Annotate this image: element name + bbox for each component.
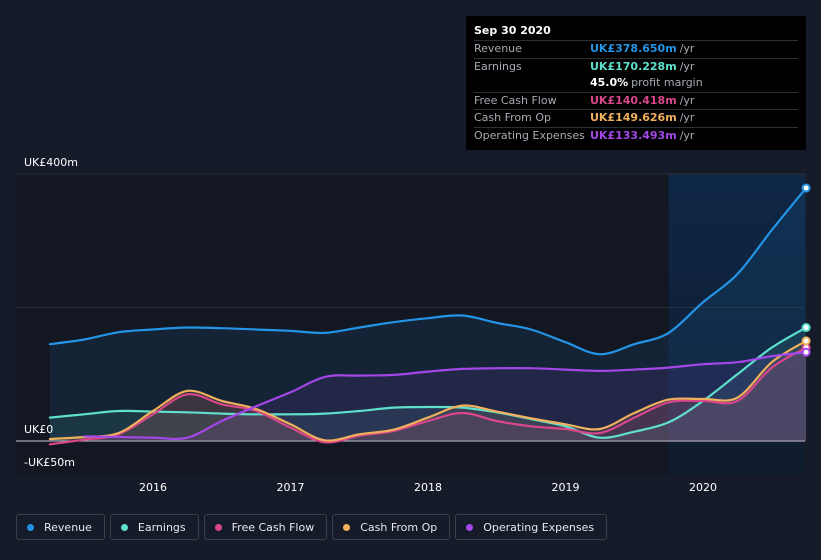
legend-label: Free Cash Flow bbox=[231, 520, 315, 534]
series-endpoint-operating-expenses bbox=[801, 347, 811, 357]
legend-dot-icon bbox=[343, 523, 351, 531]
tooltip-date: Sep 30 2020 bbox=[474, 22, 798, 41]
tooltip-row-earnings: Earnings UK£170.228m /yr bbox=[474, 59, 798, 76]
tooltip-unit: /yr bbox=[679, 93, 695, 107]
legend-item-cash-from-op[interactable]: Cash From Op bbox=[332, 514, 451, 540]
series-area-cash-from-op bbox=[49, 340, 807, 441]
legend-item-free-cash-flow[interactable]: Free Cash Flow bbox=[203, 514, 328, 540]
tooltip-unit: /yr bbox=[679, 59, 695, 73]
series-line-free-cash-flow bbox=[48, 346, 808, 446]
legend-item-operating-expenses[interactable]: Operating Expenses bbox=[455, 514, 608, 540]
tooltip-label: Free Cash Flow bbox=[474, 93, 557, 107]
legend-label: Cash From Op bbox=[360, 520, 438, 534]
legend-dot-icon bbox=[120, 523, 128, 531]
tooltip-value: UK£149.626m bbox=[590, 111, 677, 124]
tooltip-label: Operating Expenses bbox=[474, 128, 585, 142]
x-tick-label: 2016 bbox=[139, 481, 167, 494]
highlight-region bbox=[668, 174, 805, 475]
tooltip-label bbox=[474, 75, 590, 92]
tooltip-row-cash-from-op: Cash From Op UK£149.626m /yr bbox=[474, 110, 798, 128]
y-axis-bottom-label: -UK£50m bbox=[24, 456, 75, 469]
series-area-operating-expenses bbox=[84, 352, 807, 441]
series-line-operating-expenses bbox=[83, 351, 808, 441]
legend-dot-icon bbox=[466, 523, 474, 531]
legend-item-earnings[interactable]: Earnings bbox=[109, 514, 199, 540]
tooltip-value: UK£133.493m bbox=[590, 128, 677, 142]
x-tick-label: 2018 bbox=[414, 481, 442, 494]
tooltip-value: 45.0% bbox=[590, 76, 629, 89]
tooltip-label: Cash From Op bbox=[474, 111, 552, 124]
legend-label: Revenue bbox=[44, 520, 92, 534]
tooltip-unit: /yr bbox=[679, 111, 695, 124]
series-endpoint-earnings bbox=[801, 323, 811, 333]
series-endpoint-revenue bbox=[801, 183, 811, 193]
series-line-earnings bbox=[48, 326, 808, 439]
tooltip-row-free-cash-flow: Free Cash Flow UK£140.418m /yr bbox=[474, 93, 798, 110]
tooltip-row-operating-expenses: Operating Expenses UK£133.493m /yr bbox=[474, 128, 798, 145]
tooltip-value: UK£140.418m bbox=[590, 93, 677, 107]
legend-dot-icon bbox=[27, 523, 34, 531]
series-area-free-cash-flow bbox=[49, 347, 807, 445]
legend: Revenue Earnings Free Cash Flow Cash Fro… bbox=[16, 514, 612, 542]
tooltip: Sep 30 2020 Revenue UK£378.650m /yr Earn… bbox=[466, 16, 806, 150]
tooltip-value: UK£378.650m bbox=[590, 42, 677, 55]
tooltip-unit: /yr bbox=[679, 128, 695, 142]
x-tick-label: 2020 bbox=[689, 481, 717, 494]
legend-label: Operating Expenses bbox=[483, 520, 595, 534]
x-tick-label: 2019 bbox=[552, 481, 580, 494]
x-tick-label: 2017 bbox=[277, 481, 305, 494]
tooltip-row-revenue: Revenue UK£378.650m /yr bbox=[474, 41, 798, 59]
series-line-revenue bbox=[48, 186, 808, 356]
legend-label: Earnings bbox=[137, 520, 186, 534]
legend-dot-icon bbox=[214, 523, 222, 531]
series-line-cash-from-op bbox=[48, 339, 808, 442]
tooltip-unit: /yr bbox=[679, 42, 695, 55]
tooltip-row-profit-margin: 45.0% profit margin bbox=[474, 75, 798, 93]
tooltip-unit: profit margin bbox=[631, 76, 703, 89]
series-endpoint-cash-from-op bbox=[801, 336, 811, 346]
tooltip-label: Earnings bbox=[474, 59, 522, 73]
legend-item-revenue[interactable]: Revenue bbox=[16, 514, 105, 540]
y-axis-top-label: UK£400m bbox=[24, 156, 78, 169]
tooltip-label: Revenue bbox=[474, 42, 522, 55]
tooltip-value: UK£170.228m bbox=[590, 59, 677, 73]
series-area-revenue bbox=[49, 188, 807, 441]
y-axis-zero-label: UK£0 bbox=[24, 423, 54, 436]
